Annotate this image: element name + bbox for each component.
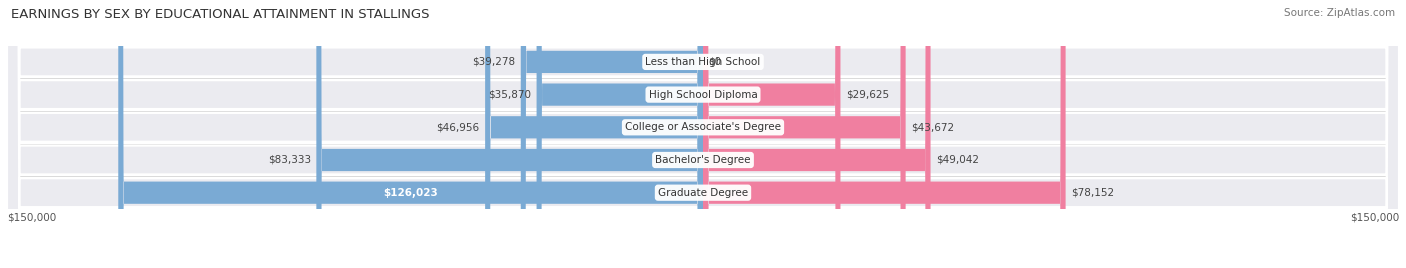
Text: $35,870: $35,870 <box>488 90 531 100</box>
FancyBboxPatch shape <box>703 0 931 268</box>
FancyBboxPatch shape <box>520 0 703 268</box>
Text: $46,956: $46,956 <box>436 122 479 132</box>
Text: $150,000: $150,000 <box>1350 213 1399 223</box>
Text: High School Diploma: High School Diploma <box>648 90 758 100</box>
Text: $150,000: $150,000 <box>7 213 56 223</box>
FancyBboxPatch shape <box>7 0 1399 268</box>
FancyBboxPatch shape <box>7 0 1399 268</box>
FancyBboxPatch shape <box>703 0 841 268</box>
Text: College or Associate's Degree: College or Associate's Degree <box>626 122 780 132</box>
FancyBboxPatch shape <box>485 0 703 268</box>
Text: EARNINGS BY SEX BY EDUCATIONAL ATTAINMENT IN STALLINGS: EARNINGS BY SEX BY EDUCATIONAL ATTAINMEN… <box>11 8 430 21</box>
FancyBboxPatch shape <box>118 0 703 268</box>
Text: $0: $0 <box>709 57 721 67</box>
FancyBboxPatch shape <box>537 0 703 268</box>
FancyBboxPatch shape <box>316 0 703 268</box>
Text: $43,672: $43,672 <box>911 122 955 132</box>
FancyBboxPatch shape <box>7 0 1399 268</box>
FancyBboxPatch shape <box>703 0 905 268</box>
FancyBboxPatch shape <box>7 0 1399 268</box>
Text: $49,042: $49,042 <box>936 155 979 165</box>
Text: $29,625: $29,625 <box>846 90 889 100</box>
Text: $126,023: $126,023 <box>384 188 439 198</box>
Text: $78,152: $78,152 <box>1071 188 1115 198</box>
Text: Graduate Degree: Graduate Degree <box>658 188 748 198</box>
Text: Bachelor's Degree: Bachelor's Degree <box>655 155 751 165</box>
FancyBboxPatch shape <box>703 0 1066 268</box>
Text: Source: ZipAtlas.com: Source: ZipAtlas.com <box>1284 8 1395 18</box>
FancyBboxPatch shape <box>7 0 1399 268</box>
Text: $83,333: $83,333 <box>267 155 311 165</box>
Text: Less than High School: Less than High School <box>645 57 761 67</box>
Text: $39,278: $39,278 <box>472 57 515 67</box>
